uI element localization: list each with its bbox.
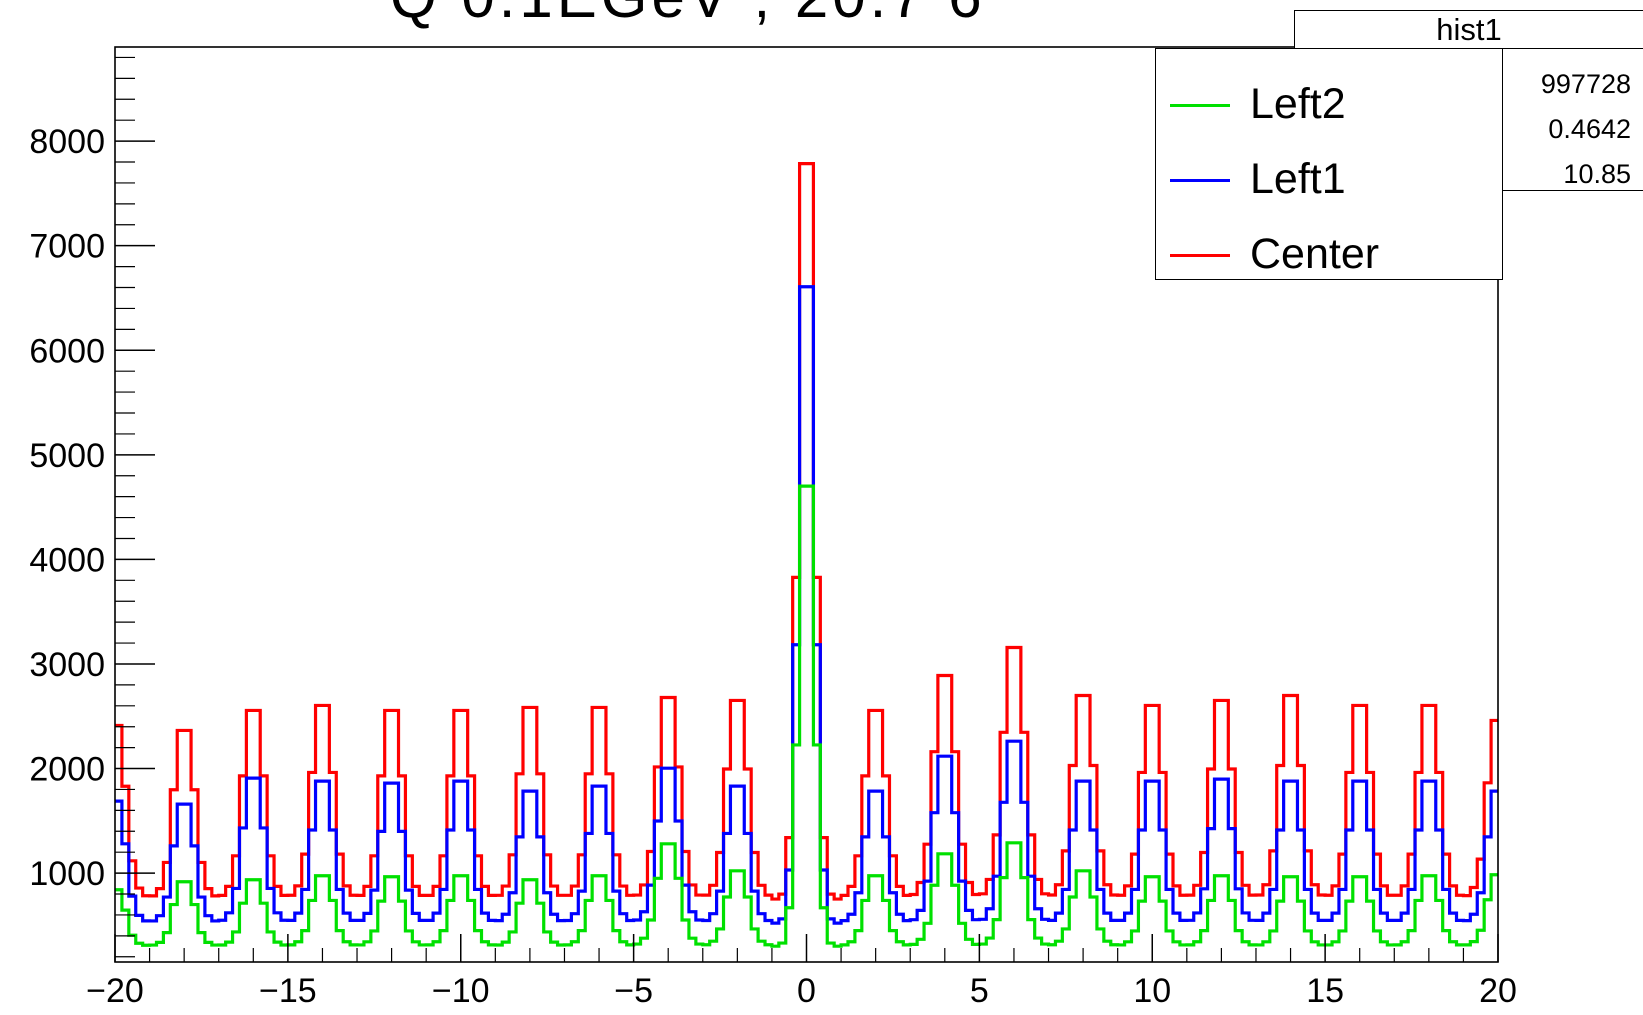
x-tick-label: −15: [259, 972, 317, 1010]
series-left1: [115, 285, 1498, 925]
y-tick-label: 5000: [29, 437, 105, 475]
x-tick-label: 0: [797, 972, 816, 1010]
stats-title: hist1: [1295, 11, 1643, 49]
legend-swatch-center: [1170, 254, 1230, 257]
stats-stddev-value: 10.85: [1563, 159, 1631, 189]
series-left2: [115, 484, 1498, 948]
x-tick-label: −20: [86, 972, 144, 1010]
legend-label-left1: Left1: [1250, 155, 1346, 203]
stats-entries-value: 997728: [1540, 69, 1631, 99]
legend-entry-left1: Left1: [1170, 149, 1490, 209]
x-tick-label: 15: [1306, 972, 1344, 1010]
x-tick-label: 5: [970, 972, 989, 1010]
y-tick-label: 4000: [29, 541, 105, 579]
y-tick-label: 8000: [29, 123, 105, 161]
y-tick-label: 2000: [29, 751, 105, 789]
legend-label-left2: Left2: [1250, 80, 1346, 128]
x-tick-label: 20: [1479, 972, 1517, 1010]
x-tick-label: 10: [1133, 972, 1171, 1010]
x-tick-label: −10: [432, 972, 490, 1010]
legend-entry-center: Center: [1170, 224, 1490, 284]
y-tick-label: 6000: [29, 332, 105, 370]
series-center: [115, 162, 1498, 901]
legend-label-center: Center: [1250, 230, 1380, 278]
chart-title-partial: Q 0.1EGeV ; 20.7 6: [390, 0, 986, 31]
legend-swatch-left2: [1170, 104, 1230, 107]
y-tick-label: 3000: [29, 646, 105, 684]
legend: Left2 Left1 Center: [1155, 48, 1503, 280]
legend-entry-left2: Left2: [1170, 74, 1490, 134]
legend-swatch-left1: [1170, 179, 1230, 182]
y-tick-label: 1000: [29, 855, 105, 893]
stats-mean-value: 0.4642: [1548, 114, 1631, 144]
y-tick-label: 7000: [29, 228, 105, 266]
x-tick-label: −5: [614, 972, 653, 1010]
